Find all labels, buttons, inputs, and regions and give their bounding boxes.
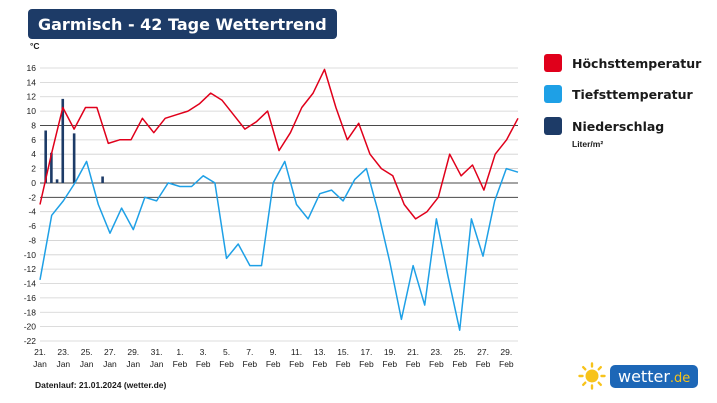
x-tick-month: Feb	[476, 359, 491, 369]
x-tick-day: 31.	[151, 347, 163, 357]
y-tick-label: -22	[24, 336, 37, 346]
data-run-footer: Datenlauf: 21.01.2024 (wetter.de)	[35, 380, 167, 390]
y-tick-label: -6	[28, 221, 36, 231]
x-tick-month: Jan	[80, 359, 94, 369]
precip-bar	[61, 98, 65, 183]
legend-label-max-temp: Höchsttemperatur	[572, 55, 702, 71]
y-tick-label: -10	[24, 250, 37, 260]
x-tick-month: Jan	[33, 359, 47, 369]
legend-swatch-precip	[544, 117, 562, 135]
max-temp-line	[39, 68, 519, 220]
sun-icon	[578, 362, 606, 390]
legend-precip-unit: Liter/m²	[572, 139, 604, 149]
x-tick-day: 25.	[454, 347, 466, 357]
y-tick-label: -16	[24, 293, 37, 303]
brand-name: wetter	[618, 366, 670, 386]
precip-bar	[44, 130, 47, 183]
x-tick-month: Feb	[243, 359, 258, 369]
x-tick-month: Feb	[266, 359, 281, 369]
min-temp-line	[39, 160, 519, 331]
legend-label-min-temp: Tiefsttemperatur	[572, 86, 693, 102]
x-tick-month: Feb	[452, 359, 467, 369]
x-tick-month: Feb	[289, 359, 304, 369]
x-tick-day: 23.	[57, 347, 69, 357]
x-tick-day: 27.	[104, 347, 116, 357]
x-tick-day: 9.	[270, 347, 277, 357]
x-tick-month: Feb	[382, 359, 397, 369]
x-tick-month: Feb	[196, 359, 211, 369]
x-tick-day: 17.	[361, 347, 373, 357]
y-tick-label: -14	[24, 279, 37, 289]
precip-bar	[55, 179, 59, 183]
y-tick-label: 4	[31, 149, 36, 159]
x-tick-day: 15.	[337, 347, 349, 357]
x-tick-month: Feb	[312, 359, 327, 369]
y-tick-label: 2	[31, 164, 36, 174]
brand-tld: .de	[669, 370, 691, 386]
y-tick-label: 8	[31, 120, 36, 130]
y-tick-label: -18	[24, 307, 37, 317]
precip-bar	[101, 176, 104, 183]
legend-item-min-temp: Tiefsttemperatur	[544, 85, 693, 103]
x-tick-day: 23.	[430, 347, 442, 357]
x-tick-month: Feb	[499, 359, 514, 369]
legend-swatch-max-temp	[544, 54, 562, 72]
x-tick-day: 11.	[291, 347, 302, 357]
page-title-box: Garmisch - 42 Tage Wettertrend	[28, 9, 337, 39]
legend-label-precip: Niederschlag	[572, 118, 665, 134]
x-tick-day: 21.	[407, 347, 419, 357]
y-tick-label: 12	[27, 92, 37, 102]
x-tick-month: Jan	[126, 359, 140, 369]
x-tick-month: Jan	[103, 359, 117, 369]
y-tick-label: 10	[27, 106, 37, 116]
x-tick-day: 5.	[223, 347, 230, 357]
x-tick-day: 19.	[384, 347, 396, 357]
brand-logo: wetter.de	[578, 362, 699, 390]
x-tick-month: Feb	[429, 359, 444, 369]
legend-swatch-min-temp	[544, 85, 562, 103]
y-tick-label: -4	[28, 207, 36, 217]
y-tick-label: 0	[31, 178, 36, 188]
x-tick-day: 21.	[34, 347, 46, 357]
x-tick-day: 13.	[314, 347, 326, 357]
x-tick-day: 29.	[500, 347, 512, 357]
x-tick-day: 27.	[477, 347, 489, 357]
precip-bar	[72, 133, 76, 183]
page-title: Garmisch - 42 Tage Wettertrend	[38, 14, 327, 34]
x-tick-day: 25.	[81, 347, 93, 357]
legend-item-max-temp: Höchsttemperatur	[544, 54, 701, 72]
y-tick-label: -12	[24, 264, 37, 274]
y-tick-label: -20	[24, 322, 37, 332]
x-tick-month: Jan	[56, 359, 70, 369]
y-axis-unit: °C	[30, 41, 40, 51]
x-tick-day: 7.	[246, 347, 253, 357]
brand-wordmark: wetter.de	[610, 364, 699, 388]
x-tick-day: 1.	[176, 347, 183, 357]
x-tick-month: Feb	[359, 359, 374, 369]
legend-item-precip: Niederschlag	[544, 117, 664, 135]
x-tick-month: Feb	[406, 359, 421, 369]
x-tick-month: Feb	[336, 359, 351, 369]
x-tick-day: 29.	[127, 347, 139, 357]
x-tick-month: Feb	[219, 359, 234, 369]
y-tick-label: -8	[28, 235, 36, 245]
precip-bar	[50, 152, 53, 183]
x-tick-month: Feb	[173, 359, 188, 369]
y-tick-label: 14	[27, 77, 37, 87]
x-tick-day: 3.	[200, 347, 207, 357]
y-tick-label: 16	[27, 63, 37, 73]
y-tick-label: 6	[31, 135, 36, 145]
x-tick-month: Jan	[150, 359, 164, 369]
y-tick-label: -2	[28, 192, 36, 202]
